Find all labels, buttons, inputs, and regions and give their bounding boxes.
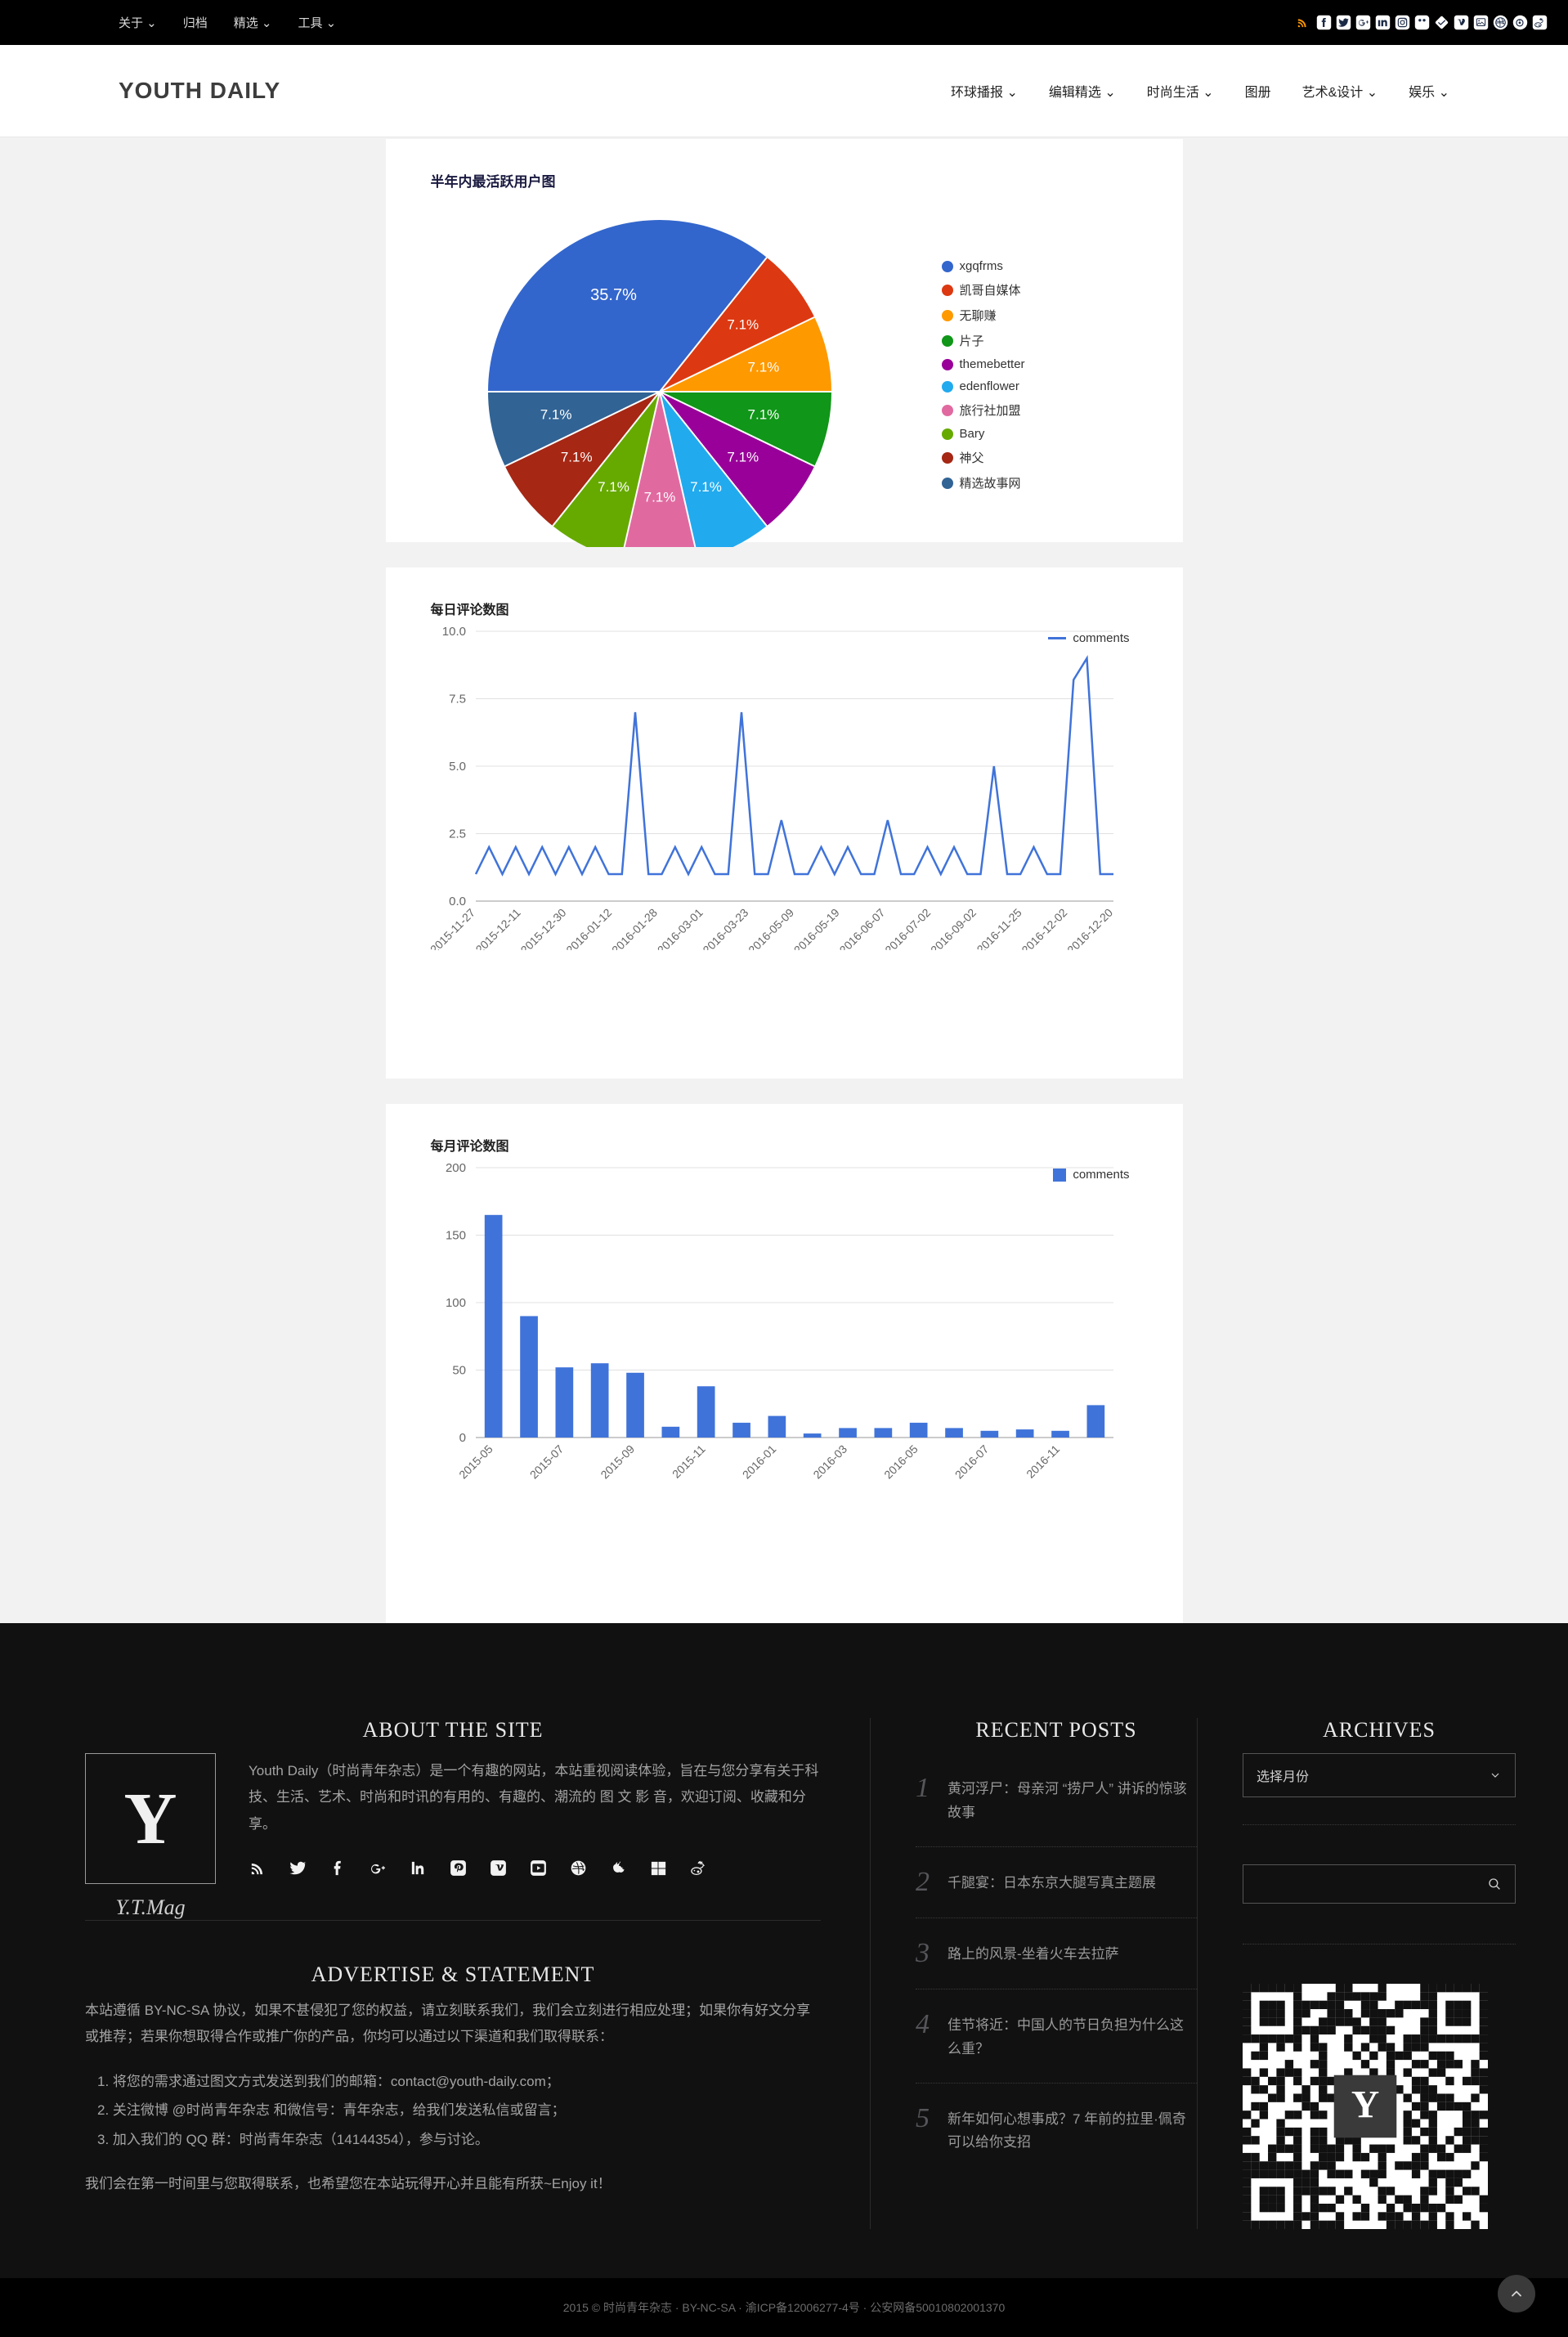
svg-text:2016-12-20: 2016-12-20	[1064, 906, 1115, 950]
svg-text:7.1%: 7.1%	[560, 450, 592, 465]
svg-text:5.0: 5.0	[449, 760, 466, 774]
svg-text:0.0: 0.0	[449, 895, 466, 908]
svg-text:7.5: 7.5	[449, 693, 466, 706]
svg-text:2016-01-28: 2016-01-28	[609, 906, 660, 950]
svg-text:Y: Y	[1351, 2084, 1379, 2126]
svg-text:2.5: 2.5	[449, 828, 466, 841]
svg-text:2015-05: 2015-05	[456, 1442, 495, 1482]
svg-text:7.1%: 7.1%	[598, 479, 629, 495]
svg-text:2016-03-01: 2016-03-01	[654, 906, 705, 950]
svg-text:2016-12-02: 2016-12-02	[1019, 906, 1069, 950]
svg-text:2016-05-19: 2016-05-19	[791, 906, 841, 950]
svg-text:0: 0	[459, 1431, 465, 1445]
svg-text:2016-07-02: 2016-07-02	[882, 906, 933, 950]
svg-text:2015-11: 2015-11	[669, 1442, 707, 1481]
svg-text:7.1%: 7.1%	[747, 359, 779, 375]
svg-text:100: 100	[445, 1296, 465, 1310]
svg-text:2015-11-27: 2015-11-27	[431, 906, 477, 950]
svg-text:10.0: 10.0	[441, 625, 465, 639]
svg-text:2015-07: 2015-07	[526, 1442, 566, 1482]
svg-text:7.1%: 7.1%	[540, 406, 571, 422]
svg-text:2016-06-07: 2016-06-07	[836, 906, 887, 950]
svg-text:2016-11-25: 2016-11-25	[974, 906, 1024, 950]
svg-text:2016-03: 2016-03	[810, 1442, 849, 1482]
svg-text:2016-11: 2016-11	[1024, 1442, 1062, 1481]
svg-text:2015-12-30: 2015-12-30	[517, 906, 568, 950]
svg-text:7.1%: 7.1%	[690, 479, 722, 495]
svg-text:2016-05-09: 2016-05-09	[746, 906, 796, 950]
svg-text:2016-03-23: 2016-03-23	[700, 906, 750, 950]
svg-text:200: 200	[445, 1161, 465, 1175]
svg-text:7.1%: 7.1%	[727, 316, 759, 332]
svg-text:2016-01-12: 2016-01-12	[563, 906, 614, 950]
svg-text:2016-09-02: 2016-09-02	[928, 906, 979, 950]
svg-text:2016-05: 2016-05	[881, 1442, 921, 1482]
svg-text:7.1%: 7.1%	[747, 406, 779, 422]
svg-text:2016-01: 2016-01	[739, 1442, 778, 1482]
svg-text:2015-12-11: 2015-12-11	[473, 906, 522, 950]
svg-text:50: 50	[452, 1364, 466, 1378]
svg-text:2015-09: 2015-09	[598, 1442, 637, 1482]
svg-text:35.7%: 35.7%	[590, 286, 637, 304]
svg-text:150: 150	[445, 1229, 465, 1243]
svg-text:7.1%: 7.1%	[727, 450, 759, 465]
svg-text:7.1%: 7.1%	[643, 490, 675, 505]
svg-text:2016-07: 2016-07	[952, 1442, 991, 1482]
